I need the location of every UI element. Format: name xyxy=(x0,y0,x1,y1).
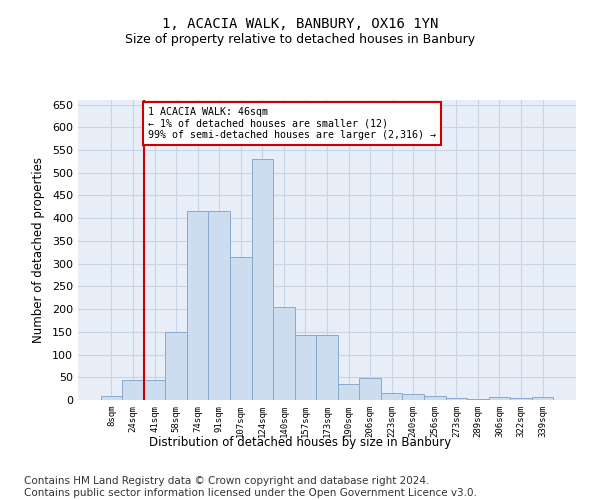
Bar xyxy=(101,396,122,400)
Text: Distribution of detached houses by size in Banbury: Distribution of detached houses by size … xyxy=(149,436,451,449)
Bar xyxy=(488,397,510,400)
Bar xyxy=(424,396,446,400)
Bar xyxy=(532,397,553,400)
Bar xyxy=(122,380,144,400)
Bar xyxy=(467,398,488,400)
Text: Size of property relative to detached houses in Banbury: Size of property relative to detached ho… xyxy=(125,32,475,46)
Bar xyxy=(446,398,467,400)
Bar xyxy=(251,159,273,400)
Text: 1, ACACIA WALK, BANBURY, OX16 1YN: 1, ACACIA WALK, BANBURY, OX16 1YN xyxy=(162,18,438,32)
Bar xyxy=(273,307,295,400)
Bar xyxy=(230,257,251,400)
Bar xyxy=(144,380,166,400)
Bar xyxy=(403,394,424,400)
Bar xyxy=(166,332,187,400)
Y-axis label: Number of detached properties: Number of detached properties xyxy=(32,157,45,343)
Text: Contains HM Land Registry data © Crown copyright and database right 2024.
Contai: Contains HM Land Registry data © Crown c… xyxy=(24,476,477,498)
Bar xyxy=(338,384,359,400)
Bar xyxy=(208,212,230,400)
Text: 1 ACACIA WALK: 46sqm
← 1% of detached houses are smaller (12)
99% of semi-detach: 1 ACACIA WALK: 46sqm ← 1% of detached ho… xyxy=(148,107,436,140)
Bar xyxy=(295,335,316,400)
Bar xyxy=(316,335,338,400)
Bar xyxy=(359,378,381,400)
Bar xyxy=(187,212,208,400)
Bar xyxy=(510,398,532,400)
Bar xyxy=(381,393,403,400)
